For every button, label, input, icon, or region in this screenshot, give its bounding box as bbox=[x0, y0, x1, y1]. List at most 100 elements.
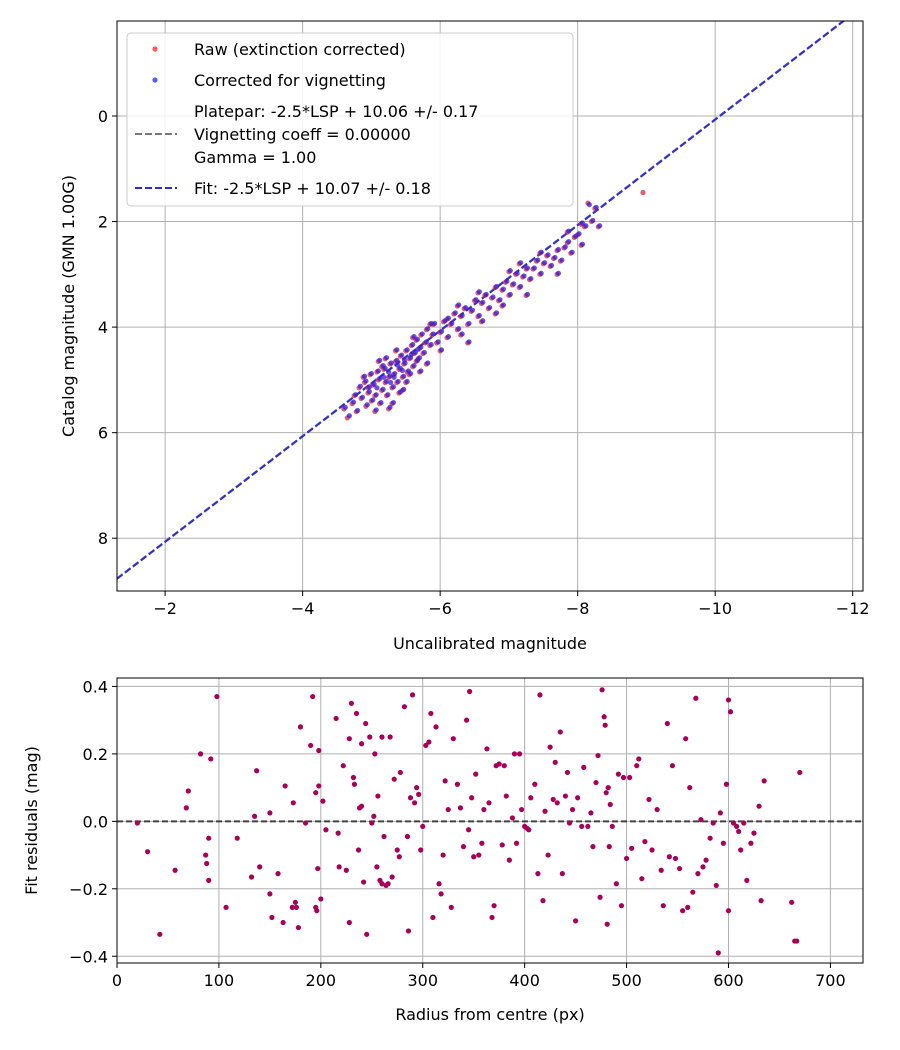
data-point bbox=[680, 908, 686, 914]
data-point bbox=[416, 791, 422, 797]
data-point bbox=[361, 879, 367, 885]
x-tick-label: 500 bbox=[611, 971, 642, 990]
data-point bbox=[275, 871, 281, 877]
y-tick-label: 0.2 bbox=[83, 745, 108, 764]
x-tick-label: −4 bbox=[291, 599, 315, 618]
data-point bbox=[390, 384, 396, 390]
x-tick-label: 200 bbox=[306, 971, 337, 990]
data-point bbox=[507, 268, 513, 274]
data-point bbox=[669, 763, 676, 769]
data-point bbox=[408, 351, 414, 358]
data-point bbox=[566, 820, 573, 826]
data-point bbox=[377, 357, 383, 363]
data-point bbox=[353, 710, 360, 717]
data-point bbox=[407, 370, 414, 377]
data-point bbox=[748, 840, 754, 846]
data-point bbox=[664, 720, 670, 727]
data-point bbox=[342, 404, 348, 410]
data-point bbox=[421, 349, 427, 356]
data-point bbox=[394, 362, 401, 368]
data-point bbox=[500, 302, 507, 308]
data-point bbox=[603, 790, 609, 796]
data-point bbox=[387, 373, 393, 379]
y-axis-label: Fit residuals (mag) bbox=[22, 746, 41, 895]
data-point bbox=[469, 795, 475, 801]
data-point bbox=[364, 931, 370, 937]
data-point bbox=[391, 776, 397, 782]
data-point bbox=[355, 847, 362, 853]
data-point bbox=[336, 864, 342, 870]
data-point bbox=[350, 399, 357, 405]
x-axis-label: Uncalibrated magnitude bbox=[393, 634, 587, 653]
x-tick-label: 600 bbox=[713, 971, 744, 990]
data-point bbox=[438, 328, 445, 334]
data-point bbox=[703, 857, 709, 863]
y-tick-label: 0 bbox=[98, 107, 108, 126]
data-point bbox=[550, 796, 556, 803]
data-point bbox=[559, 871, 565, 877]
data-point bbox=[452, 310, 458, 316]
data-point bbox=[496, 761, 502, 767]
data-point bbox=[532, 781, 538, 787]
data-point bbox=[521, 273, 527, 279]
data-point bbox=[395, 378, 401, 385]
data-point bbox=[399, 367, 405, 373]
data-point bbox=[418, 847, 424, 853]
data-point bbox=[676, 865, 683, 872]
data-point bbox=[185, 788, 191, 794]
data-point bbox=[208, 756, 214, 762]
data-point bbox=[640, 189, 646, 196]
legend-label: Corrected for vignetting bbox=[194, 71, 386, 90]
data-point bbox=[293, 904, 299, 910]
data-point bbox=[254, 768, 260, 774]
data-point bbox=[399, 352, 405, 358]
data-point bbox=[756, 803, 762, 809]
data-point bbox=[438, 347, 445, 353]
data-point bbox=[206, 877, 212, 883]
data-point bbox=[738, 847, 744, 853]
data-point bbox=[372, 751, 378, 757]
data-point bbox=[411, 363, 417, 369]
data-point bbox=[466, 320, 472, 327]
data-point bbox=[363, 720, 369, 727]
data-point bbox=[433, 724, 439, 730]
data-point bbox=[480, 318, 486, 324]
data-point bbox=[623, 855, 630, 862]
data-point bbox=[484, 746, 490, 752]
legend-label: Platepar: -2.5*LSP + 10.06 +/- 0.17 bbox=[194, 102, 478, 121]
data-point bbox=[483, 291, 489, 297]
data-point bbox=[555, 246, 562, 253]
data-point bbox=[524, 291, 531, 297]
data-point bbox=[518, 806, 525, 813]
data-point bbox=[687, 785, 693, 791]
data-point bbox=[314, 908, 320, 914]
data-point bbox=[593, 204, 599, 210]
data-point bbox=[313, 790, 319, 796]
data-point bbox=[391, 374, 397, 380]
data-point bbox=[538, 270, 544, 276]
data-point bbox=[524, 265, 531, 271]
data-point bbox=[597, 894, 603, 900]
data-point bbox=[480, 299, 486, 305]
data-point bbox=[462, 304, 469, 311]
data-point bbox=[374, 864, 380, 870]
data-point bbox=[425, 326, 431, 332]
data-point bbox=[487, 304, 493, 311]
data-point bbox=[725, 697, 732, 703]
data-point bbox=[489, 914, 495, 921]
data-point bbox=[385, 392, 391, 398]
data-point bbox=[394, 847, 400, 853]
legend-box bbox=[126, 32, 574, 207]
data-point bbox=[387, 404, 393, 410]
data-point bbox=[552, 254, 558, 261]
data-point bbox=[411, 334, 417, 340]
data-point bbox=[639, 876, 645, 882]
data-point bbox=[758, 898, 764, 904]
data-point bbox=[377, 376, 383, 382]
data-point bbox=[517, 283, 524, 290]
y-tick-label: 0.0 bbox=[83, 812, 108, 831]
legend-label: Gamma = 1.00 bbox=[194, 148, 316, 167]
x-tick-label: 0 bbox=[112, 971, 122, 990]
data-point bbox=[445, 315, 452, 321]
data-point bbox=[404, 833, 411, 840]
